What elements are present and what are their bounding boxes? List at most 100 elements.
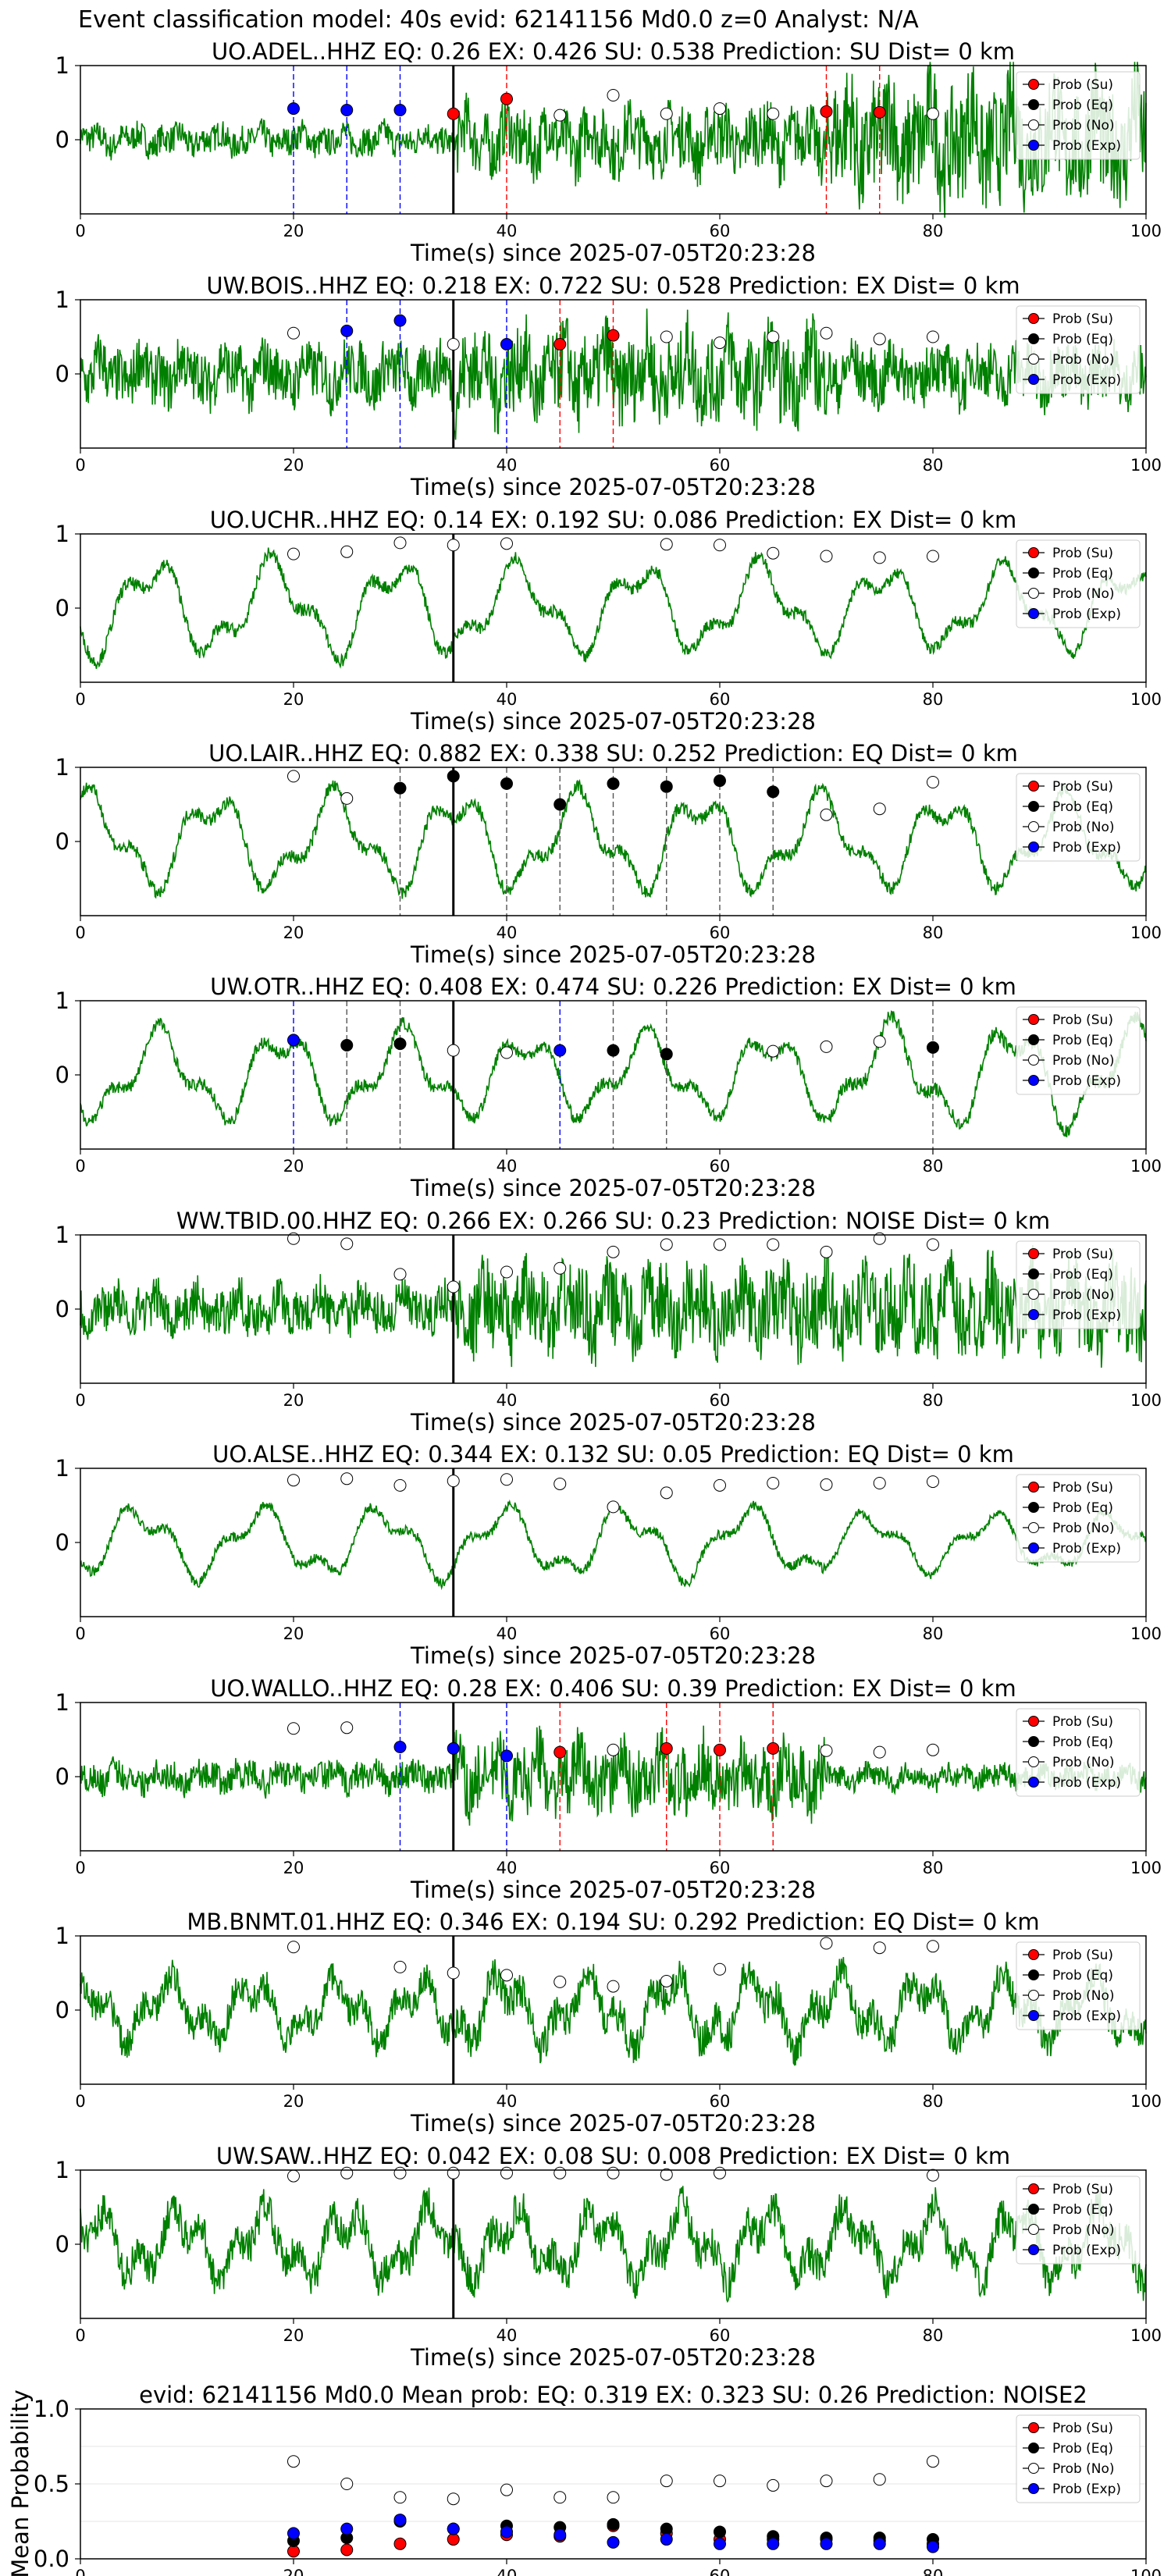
prob-marker-eq — [714, 774, 726, 788]
x-tick-label: 100 — [1130, 456, 1162, 475]
prob-marker-no — [607, 1500, 620, 1514]
x-axis-label: Time(s) since 2025-07-05T20:23:28 — [410, 941, 816, 968]
prob-marker-no — [927, 2169, 939, 2182]
x-tick-label: 100 — [1130, 1391, 1162, 1410]
prob-marker-exp — [447, 1742, 460, 1755]
legend-marker-exp — [1028, 1777, 1039, 1788]
y-tick-label: 0.0 — [34, 2546, 69, 2572]
prob-marker-no — [500, 537, 513, 550]
panel-title: UO.WALLO..HHZ EQ: 0.28 EX: 0.406 SU: 0.3… — [210, 1675, 1016, 1702]
legend-label-exp: Prob (Exp) — [1052, 138, 1121, 154]
prob-marker-eq — [607, 777, 620, 790]
legend-marker-su — [1028, 1482, 1039, 1493]
x-axis-label: Time(s) since 2025-07-05T20:23:28 — [410, 1175, 816, 1201]
legend-marker-no — [1028, 821, 1039, 832]
legend-marker-exp — [1028, 2244, 1039, 2255]
x-tick-label: 0 — [75, 2092, 85, 2111]
panel-title: WW.TBID.00.HHZ EQ: 0.266 EX: 0.266 SU: 0… — [176, 1208, 1050, 1234]
x-tick-label: 80 — [923, 2326, 944, 2345]
x-tick-label: 40 — [497, 2326, 518, 2345]
prob-marker-no — [553, 1261, 567, 1275]
prob-marker-no — [927, 1940, 939, 1953]
x-tick-label: 80 — [923, 456, 944, 475]
figure-suptitle: Event classification model: 40s evid: 62… — [78, 6, 919, 34]
legend-label-eq: Prob (Eq) — [1052, 1968, 1113, 1984]
prob-marker-no — [927, 330, 939, 343]
prob-marker-no — [447, 338, 460, 350]
x-tick-label: 0 — [75, 923, 85, 942]
legend-marker-exp — [1028, 1542, 1039, 1553]
legend-label-su: Prob (Su) — [1052, 1480, 1113, 1496]
mean-prob-marker-eq — [660, 2522, 673, 2535]
prob-marker-no — [767, 1238, 780, 1251]
prob-marker-su — [767, 1742, 780, 1755]
mean-prob-marker-su — [393, 2537, 407, 2550]
x-axis-label: Time(s) since 2025-07-05T20:23:28 — [410, 1642, 816, 1669]
legend: Prob (Su) Prob (Eq) Prob (No) Prob (Exp) — [1016, 2414, 1141, 2503]
prob-marker-eq — [767, 785, 780, 799]
legend-label-eq: Prob (Eq) — [1052, 1735, 1113, 1750]
legend-label-eq: Prob (Eq) — [1052, 2202, 1113, 2218]
x-tick-label: 20 — [283, 1859, 304, 1877]
x-tick-label: 60 — [710, 923, 731, 942]
legend-label-no: Prob (No) — [1052, 586, 1115, 602]
legend-label-exp: Prob (Exp) — [1052, 1073, 1121, 1089]
prob-marker-no — [553, 1477, 567, 1490]
y-tick-label: 0 — [55, 361, 69, 387]
prob-marker-no — [447, 1280, 460, 1293]
x-tick-label: 60 — [710, 222, 731, 240]
prob-marker-exp — [393, 104, 407, 116]
prob-marker-no — [340, 545, 354, 558]
legend-marker-su — [1028, 781, 1039, 792]
prob-marker-eq — [660, 1048, 673, 1061]
legend-marker-no — [1028, 2224, 1039, 2235]
y-tick-label: 1 — [55, 1689, 69, 1716]
legend-marker-eq — [1028, 568, 1039, 578]
legend-label-no: Prob (No) — [1052, 1521, 1115, 1536]
prob-marker-no — [287, 1232, 300, 1245]
legend-frame — [1016, 1006, 1141, 1095]
x-tick-label: 40 — [497, 690, 518, 709]
legend-marker-no — [1028, 1756, 1039, 1767]
mean-prob-marker-no — [767, 2478, 780, 2492]
legend-marker-no — [1028, 354, 1039, 365]
y-tick-label: 1 — [55, 1923, 69, 1949]
waveform-trace — [80, 1499, 1147, 1591]
prob-marker-exp — [340, 104, 354, 116]
prob-marker-no — [287, 547, 300, 560]
prob-marker-no — [927, 1238, 939, 1251]
legend-marker-no — [1028, 1522, 1039, 1533]
x-tick-label: 100 — [1130, 222, 1162, 240]
prob-marker-exp — [340, 324, 354, 337]
chart-panel-4: UW.OTR..HHZ EQ: 0.408 EX: 0.474 SU: 0.22… — [55, 973, 1162, 1201]
panel-title: UO.LAIR..HHZ EQ: 0.882 EX: 0.338 SU: 0.2… — [208, 740, 1018, 767]
legend-label-no: Prob (No) — [1052, 352, 1115, 368]
prob-marker-no — [660, 1486, 673, 1500]
mean-prob-marker-exp — [340, 2522, 354, 2535]
legend-frame — [1016, 2176, 1141, 2265]
x-tick-label: 40 — [497, 1157, 518, 1176]
y-tick-label: 1 — [55, 754, 69, 781]
x-tick-label: 100 — [1130, 1157, 1162, 1176]
mean-prob-marker-no — [447, 2492, 460, 2506]
prob-marker-no — [714, 2166, 726, 2179]
legend-label-su: Prob (Su) — [1052, 1247, 1113, 1262]
y-tick-label: 1 — [55, 1222, 69, 1248]
x-tick-label: 80 — [923, 2567, 944, 2576]
x-tick-label: 0 — [75, 1859, 85, 1877]
y-tick-label: 0 — [55, 1529, 69, 1556]
legend-label-exp: Prob (Exp) — [1052, 607, 1121, 622]
legend: Prob (Su) Prob (Eq) Prob (No) Prob (Exp) — [1016, 539, 1141, 628]
y-tick-label: 1 — [55, 1455, 69, 1482]
x-tick-label: 0 — [75, 1624, 85, 1643]
x-tick-label: 60 — [710, 1859, 731, 1877]
y-tick-label: 1 — [55, 521, 69, 547]
prob-marker-no — [820, 808, 833, 821]
x-tick-label: 100 — [1130, 1859, 1162, 1877]
prob-marker-no — [660, 107, 673, 120]
prob-marker-su — [873, 105, 886, 119]
y-tick-label: 0 — [55, 595, 69, 621]
prob-marker-no — [820, 326, 833, 340]
mean-prob-marker-su — [447, 2533, 460, 2546]
